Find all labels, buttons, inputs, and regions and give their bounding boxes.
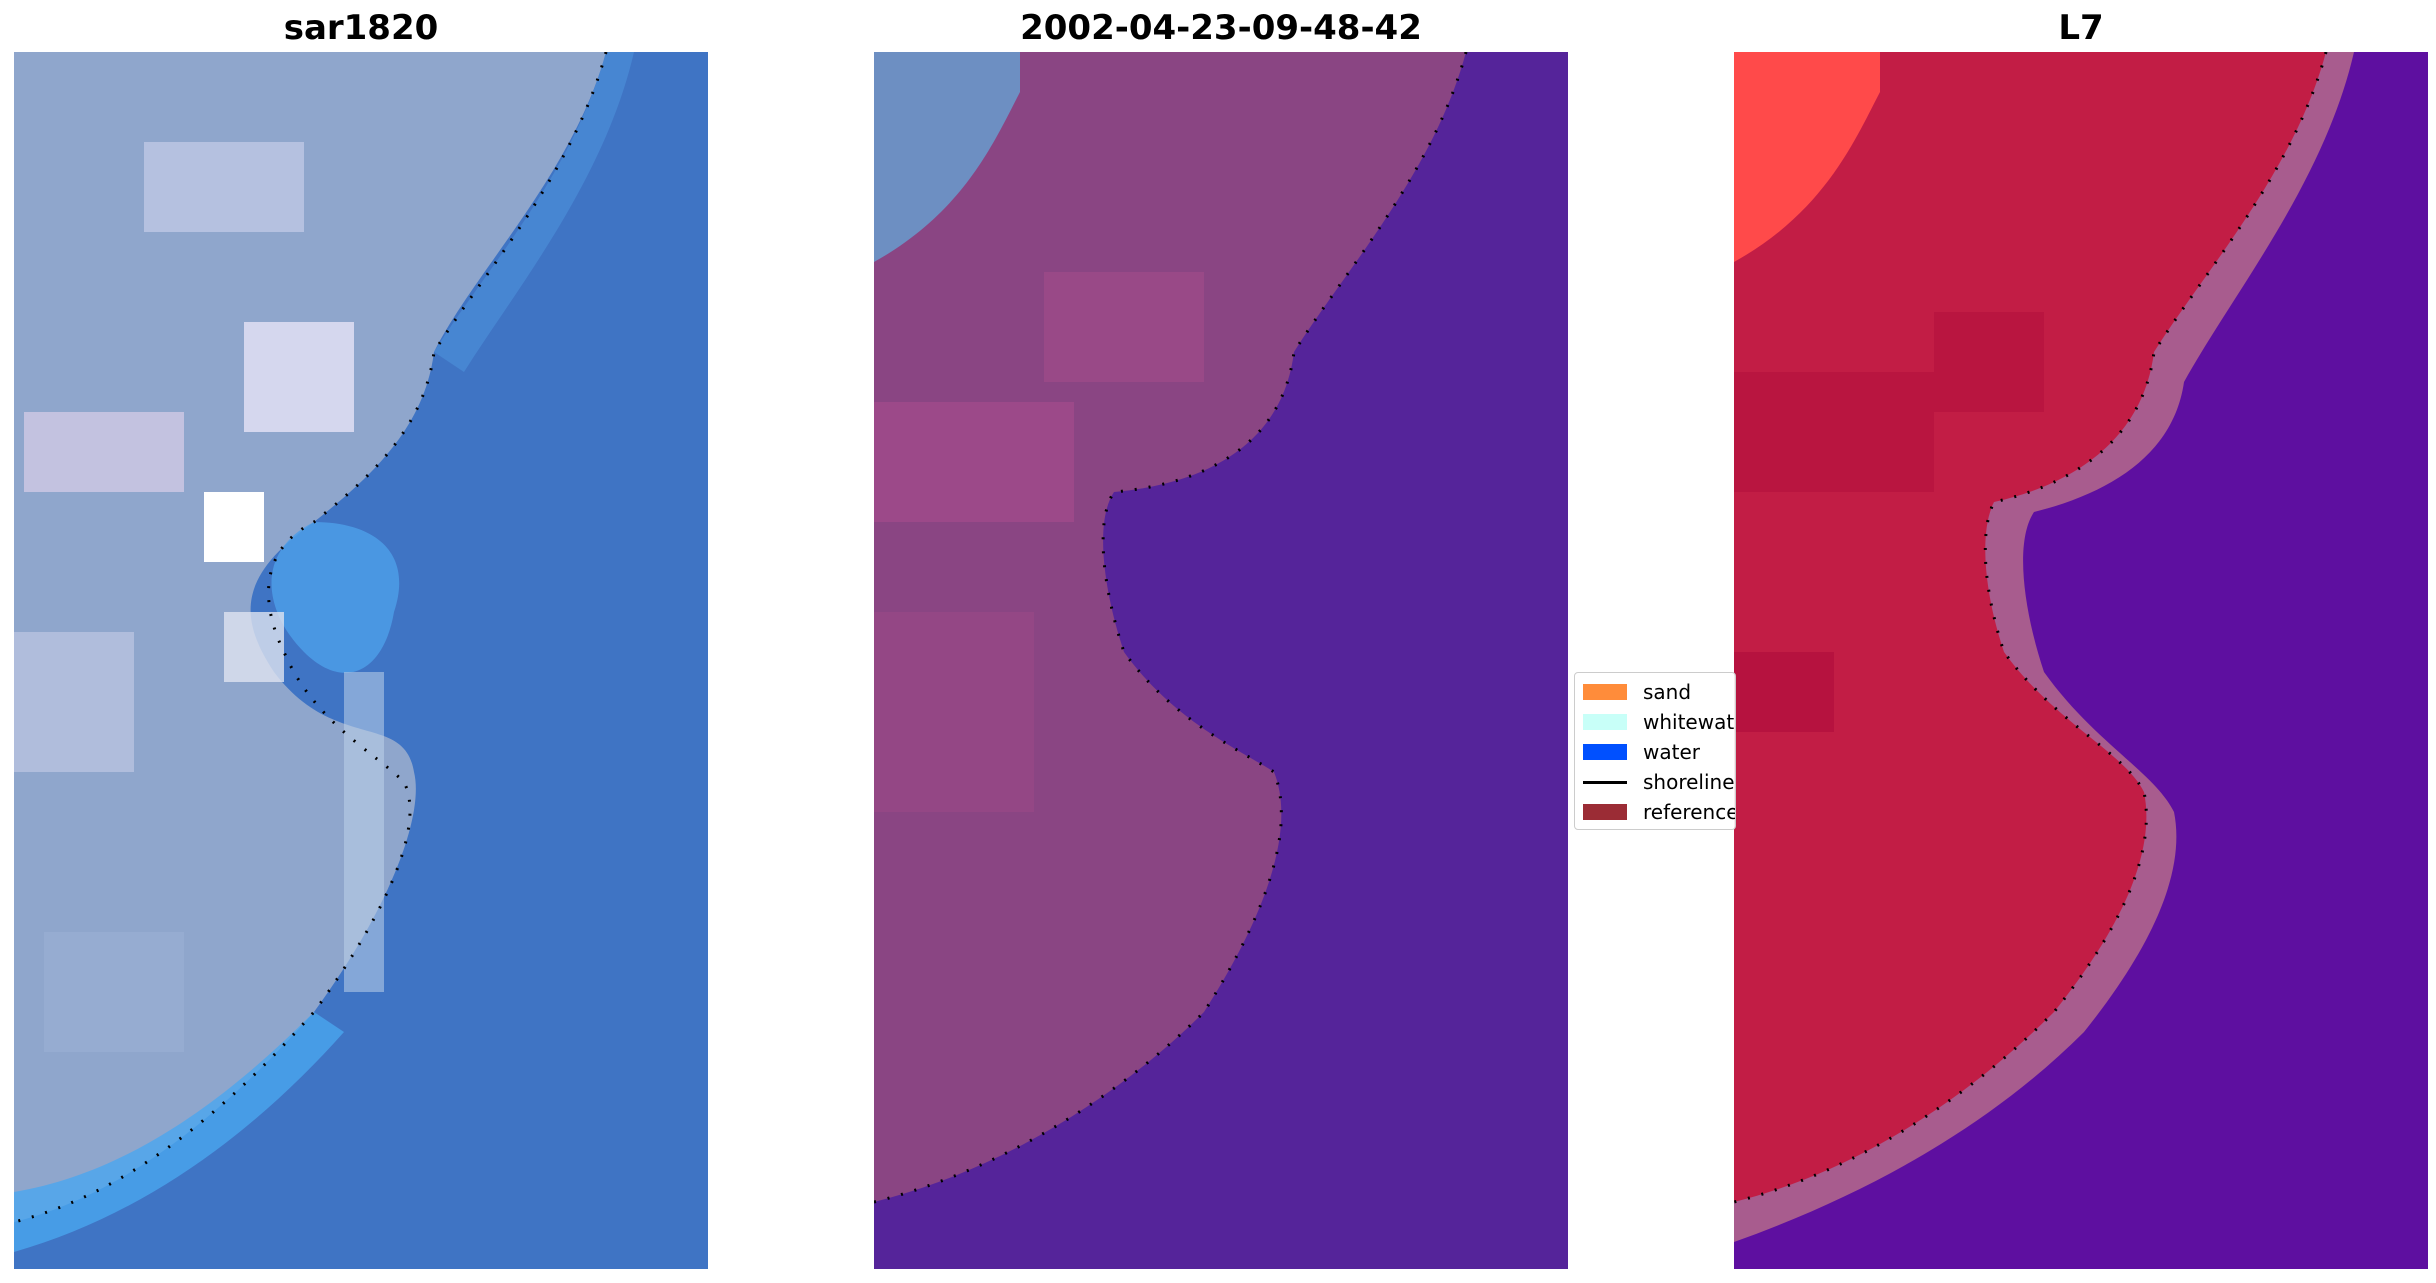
legend-item-reference: reference — [1583, 797, 1736, 827]
legend-item-shoreline: shoreline — [1583, 767, 1735, 797]
panel-title-satellite: L7 — [2058, 8, 2104, 48]
reference-swatch — [1583, 804, 1627, 820]
legend-label-shoreline: shoreline — [1643, 770, 1735, 794]
legend-label-reference: reference — [1643, 800, 1736, 824]
index-image — [1734, 52, 2428, 1269]
legend-item-whitewater: whitewater — [1583, 707, 1735, 737]
legend-item-sand: sand — [1583, 677, 1691, 707]
panel-title-rgb: sar1820 — [283, 8, 439, 48]
legend-item-water: water — [1583, 737, 1700, 767]
classified-image — [874, 52, 1568, 1269]
legend-label-whitewater: whitewater — [1643, 710, 1735, 734]
legend-label-water: water — [1643, 740, 1700, 764]
water-swatch — [1583, 744, 1627, 760]
sand-swatch — [1583, 684, 1627, 700]
rgb-image-panel — [14, 52, 708, 1269]
classified-image-panel — [874, 52, 1568, 1269]
panel-title-date: 2002-04-23-09-48-42 — [1020, 8, 1422, 48]
shoreline-line-swatch — [1583, 780, 1627, 784]
whitewater-swatch — [1583, 714, 1627, 730]
legend-label-sand: sand — [1643, 680, 1692, 704]
satellite-index-panel — [1734, 52, 2428, 1269]
legend: sand whitewater water shoreline referenc… — [1574, 672, 1736, 830]
rgb-satellite-image — [14, 52, 708, 1269]
